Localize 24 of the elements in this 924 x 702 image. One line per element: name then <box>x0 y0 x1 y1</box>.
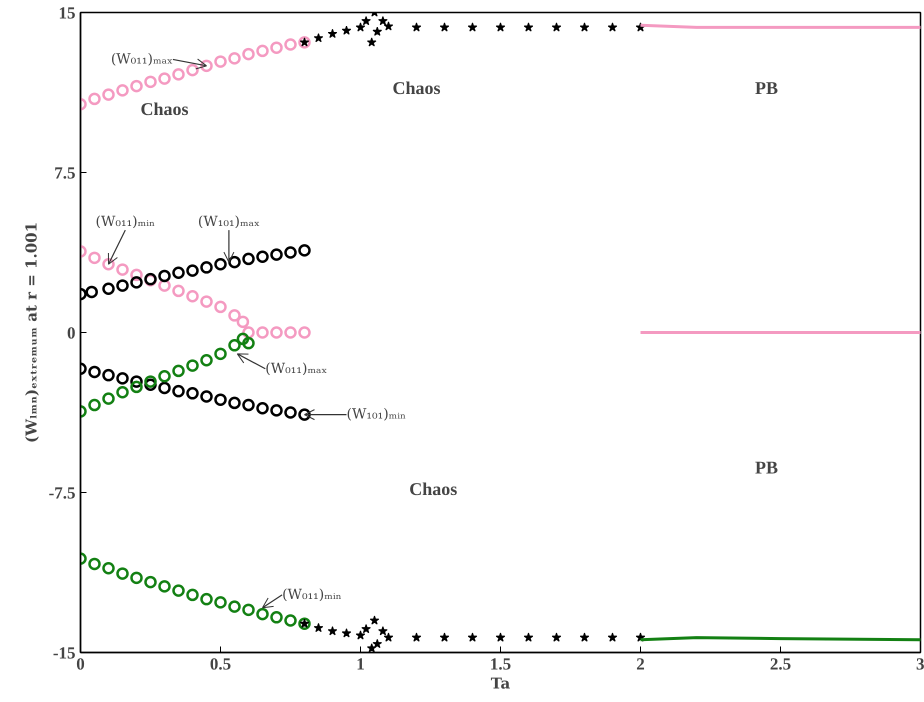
annotation: (W₀₁₁)ₘᵢₙ <box>95 214 156 230</box>
x-tick-label: 1 <box>356 654 365 674</box>
y-axis-title: (Wₗₘₙ)ₑₓₜᵣₑₘᵤₘ at r = 1.001 <box>22 222 41 443</box>
annotation: (W₀₁₁)ₘₐₓ <box>110 51 173 68</box>
x-tick-label: 2 <box>636 654 645 674</box>
annotation: Chaos <box>392 78 441 98</box>
y-tick-label: -7.5 <box>48 484 76 502</box>
x-tick-label: 3 <box>916 654 924 674</box>
y-tick-label: 7.5 <box>54 164 76 182</box>
annotation: Chaos <box>409 478 458 499</box>
y-tick-label: -15 <box>52 644 76 662</box>
x-tick-label: 1.5 <box>490 654 512 674</box>
annotation: (W₁₀₁)ₘₐₓ <box>198 214 260 230</box>
annotation: (W₀₁₁)ₘᵢₙ <box>282 586 342 603</box>
y-tick-label: 0 <box>67 324 76 342</box>
annotation: (W₁₀₁)ₘᵢₙ <box>346 406 406 423</box>
y-tick-label: 15 <box>58 4 76 22</box>
x-axis-title: Ta <box>490 674 511 692</box>
annotation: PB <box>755 458 778 478</box>
annotation: Chaos <box>140 99 189 120</box>
annotation: (W₀₁₁)ₘₐₓ <box>265 360 328 377</box>
x-tick-label: 0.5 <box>210 654 232 674</box>
x-tick-label: 2.5 <box>770 654 792 674</box>
annotation: PB <box>755 78 778 98</box>
